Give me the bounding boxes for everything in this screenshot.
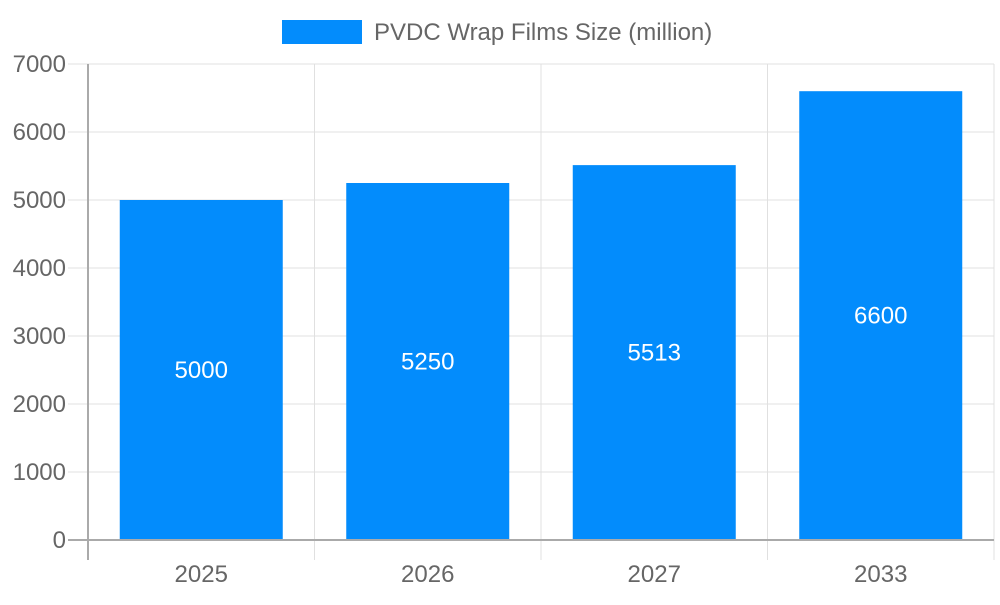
- bars: 5000 5250 5513 6600: [119, 91, 963, 540]
- data-label: 5513: [628, 340, 681, 367]
- legend-label: PVDC Wrap Films Size (million): [374, 19, 712, 46]
- y-tick-label: 0: [53, 527, 66, 554]
- y-tick-label: 6000: [13, 119, 66, 146]
- y-tick-label: 1000: [13, 459, 66, 486]
- data-label: 5000: [175, 357, 228, 384]
- x-tick-label: 2025: [175, 561, 228, 588]
- x-tick-label: 2033: [854, 561, 907, 588]
- y-tick-label: 3000: [13, 323, 66, 350]
- data-label: 5250: [401, 349, 454, 376]
- legend[interactable]: PVDC Wrap Films Size (million): [282, 19, 712, 46]
- y-tick-label: 7000: [13, 51, 66, 78]
- bar[interactable]: [799, 91, 963, 540]
- y-tick-label: 4000: [13, 255, 66, 282]
- bar[interactable]: [119, 200, 283, 540]
- data-label: 6600: [854, 303, 907, 330]
- legend-swatch: [282, 20, 362, 44]
- y-tick-label: 5000: [13, 187, 66, 214]
- y-tick-label: 2000: [13, 391, 66, 418]
- x-tick-label: 2026: [401, 561, 454, 588]
- x-tick-label: 2027: [628, 561, 681, 588]
- axes: 0 1000 2000 3000 4000 5000 6000 7000 2025 2026 202…: [13, 51, 994, 588]
- bar[interactable]: [572, 165, 736, 540]
- bar[interactable]: [346, 183, 510, 540]
